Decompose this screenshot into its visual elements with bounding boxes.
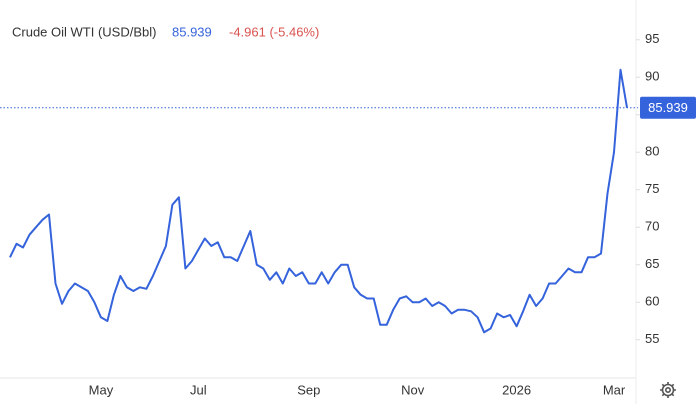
price-line [9,68,628,334]
y-tick-label: 75 [645,181,659,196]
y-tick-label: 80 [645,144,659,159]
x-tick-label: May [89,382,114,397]
y-tick-label: 90 [645,69,659,84]
last-value-box [640,96,696,119]
header-change: -4.961 (-5.46%) [229,24,319,39]
y-tick-label: 55 [645,331,659,346]
y-tick-label: 70 [645,219,659,234]
settings-icon[interactable] [660,382,676,398]
last-value-label: 85.939 [648,100,688,115]
x-tick-label: Sep [297,382,320,397]
header-value: 85.939 [172,24,212,39]
y-tick-label: 95 [645,31,659,46]
x-tick-label: Jul [190,382,207,397]
x-tick-label: Mar [603,382,626,397]
y-tick-label: 60 [645,294,659,309]
x-tick-label: Nov [401,382,425,397]
chart-title: Crude Oil WTI (USD/Bbl) [12,24,156,39]
y-tick-label: 65 [645,256,659,271]
x-tick-label: 2026 [502,382,531,397]
